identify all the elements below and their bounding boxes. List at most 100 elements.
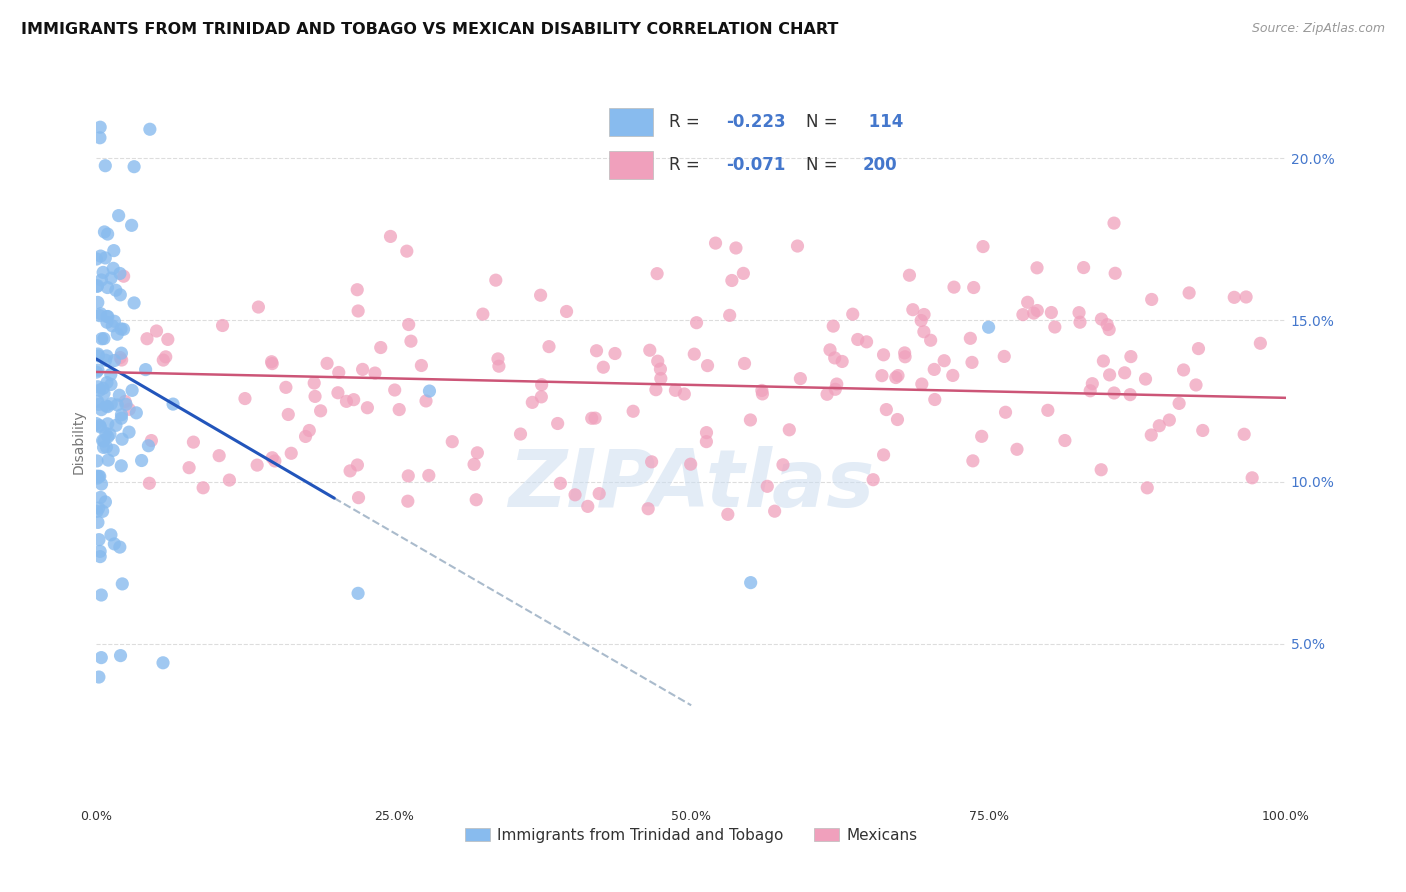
Point bbox=[894, 350, 917, 364]
Point bbox=[695, 434, 717, 449]
Point bbox=[485, 273, 508, 287]
Point bbox=[96, 440, 118, 454]
Point bbox=[87, 397, 110, 411]
Point bbox=[959, 331, 981, 345]
Text: -0.071: -0.071 bbox=[725, 156, 786, 174]
Point bbox=[121, 219, 143, 233]
Point bbox=[823, 319, 845, 334]
Point bbox=[98, 427, 121, 442]
Point bbox=[108, 388, 131, 402]
Point bbox=[415, 393, 437, 408]
Point bbox=[721, 273, 744, 287]
Point bbox=[547, 417, 569, 431]
Point bbox=[90, 249, 112, 263]
Legend: Immigrants from Trinidad and Tobago, Mexicans: Immigrants from Trinidad and Tobago, Mex… bbox=[458, 822, 924, 849]
Point bbox=[1249, 336, 1271, 351]
Point bbox=[93, 332, 115, 346]
Point bbox=[1073, 260, 1095, 275]
Point bbox=[898, 268, 921, 283]
Point bbox=[309, 404, 332, 418]
Y-axis label: Disability: Disability bbox=[72, 409, 86, 474]
Point bbox=[824, 351, 846, 365]
Point bbox=[247, 300, 270, 314]
Point bbox=[96, 376, 118, 390]
Point bbox=[93, 386, 115, 401]
Point bbox=[718, 309, 741, 323]
Point bbox=[870, 368, 893, 383]
Point bbox=[645, 383, 668, 397]
Point bbox=[347, 304, 370, 318]
Point bbox=[396, 468, 419, 483]
Point bbox=[1135, 372, 1157, 386]
Point bbox=[1005, 442, 1028, 457]
Point bbox=[673, 387, 696, 401]
Point bbox=[1159, 413, 1181, 427]
Point bbox=[463, 458, 485, 472]
Point bbox=[1078, 384, 1101, 398]
Point bbox=[94, 399, 117, 413]
Point bbox=[100, 377, 122, 392]
Point bbox=[122, 160, 145, 174]
Point bbox=[177, 460, 200, 475]
Point bbox=[86, 278, 108, 293]
Point bbox=[94, 251, 117, 265]
Point bbox=[108, 351, 131, 365]
Point bbox=[893, 346, 915, 360]
Point bbox=[1185, 378, 1208, 392]
Point bbox=[89, 309, 111, 323]
Point bbox=[155, 350, 177, 364]
Point bbox=[89, 120, 111, 135]
Point bbox=[650, 362, 672, 376]
Point bbox=[138, 439, 160, 453]
Point bbox=[125, 406, 148, 420]
Point bbox=[398, 318, 420, 332]
Point bbox=[335, 394, 357, 409]
Point bbox=[156, 333, 179, 347]
Point bbox=[943, 280, 966, 294]
Point bbox=[87, 501, 110, 516]
Point bbox=[924, 392, 946, 407]
Point bbox=[855, 334, 877, 349]
Point bbox=[110, 288, 132, 302]
Point bbox=[86, 454, 108, 468]
Point bbox=[97, 310, 120, 324]
Point bbox=[910, 313, 932, 327]
Point bbox=[86, 417, 108, 431]
Point bbox=[103, 244, 125, 258]
Point bbox=[585, 343, 607, 358]
Point bbox=[1095, 318, 1118, 332]
Point bbox=[131, 453, 153, 467]
Point bbox=[911, 377, 934, 392]
Point bbox=[103, 353, 125, 368]
Text: 200: 200 bbox=[862, 156, 897, 174]
Point bbox=[824, 382, 846, 396]
Point bbox=[875, 402, 897, 417]
Point bbox=[942, 368, 965, 383]
Point bbox=[135, 362, 157, 376]
Point bbox=[304, 389, 326, 403]
Point bbox=[530, 390, 553, 404]
Bar bbox=[609, 108, 652, 136]
Point bbox=[110, 411, 132, 425]
Point bbox=[90, 477, 112, 491]
Point bbox=[370, 341, 392, 355]
Point bbox=[87, 469, 110, 483]
Point bbox=[103, 261, 125, 276]
Point bbox=[1026, 303, 1049, 318]
Point bbox=[89, 420, 111, 434]
Point bbox=[86, 279, 108, 293]
Point bbox=[994, 405, 1017, 419]
Point bbox=[640, 455, 662, 469]
Point bbox=[1168, 396, 1191, 410]
Point bbox=[815, 387, 838, 401]
Point bbox=[364, 366, 387, 380]
Point bbox=[1090, 312, 1112, 326]
Point bbox=[118, 402, 141, 417]
Point bbox=[87, 349, 110, 363]
Point bbox=[94, 426, 117, 441]
Point bbox=[1173, 363, 1195, 377]
Point bbox=[638, 343, 661, 358]
Point bbox=[218, 473, 240, 487]
Point bbox=[262, 357, 284, 371]
Text: IMMIGRANTS FROM TRINIDAD AND TOBAGO VS MEXICAN DISABILITY CORRELATION CHART: IMMIGRANTS FROM TRINIDAD AND TOBAGO VS M… bbox=[21, 22, 838, 37]
